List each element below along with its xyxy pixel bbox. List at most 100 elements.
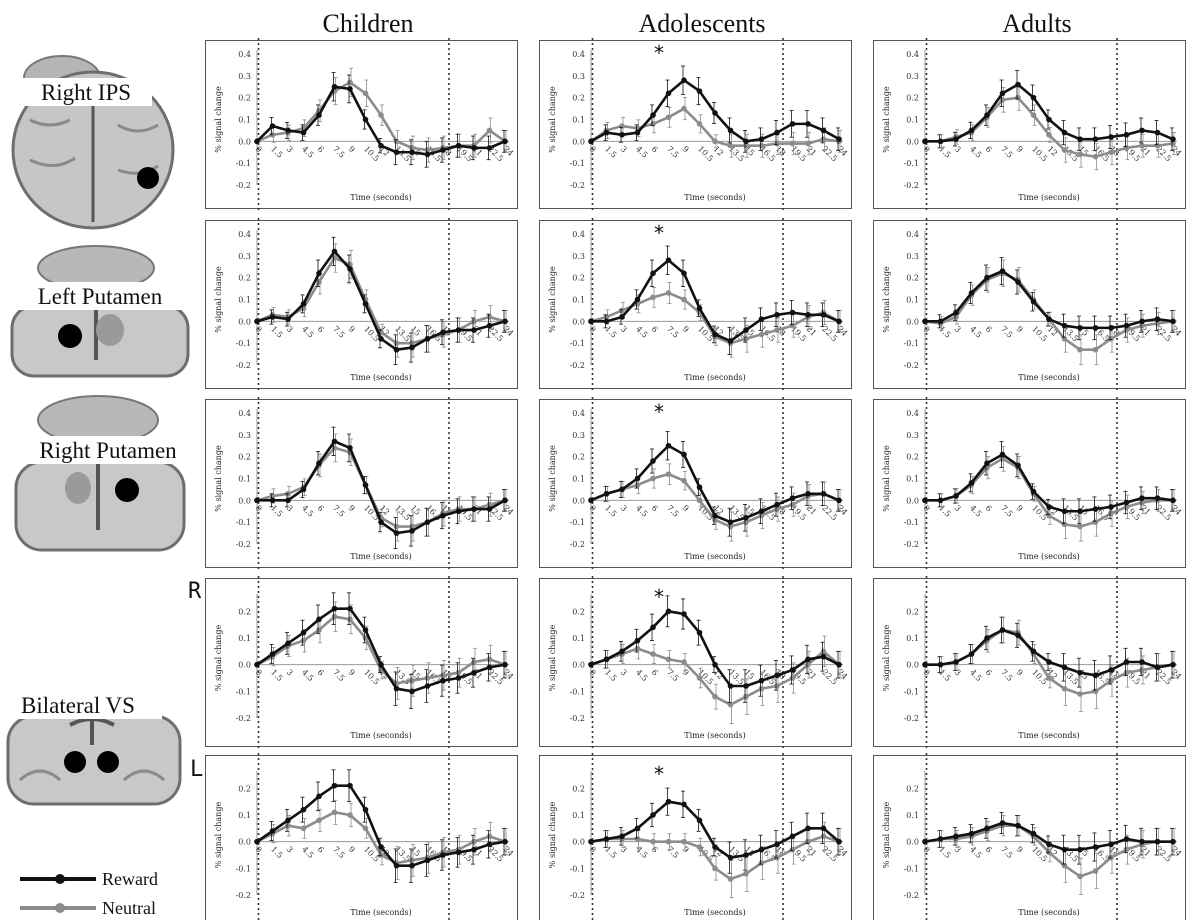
data-point-neutral xyxy=(665,838,672,845)
data-point-neutral xyxy=(1092,868,1099,874)
data-point-reward xyxy=(285,817,291,824)
brain-image-left-putamen: Left Putamen xyxy=(8,245,192,378)
data-point-reward xyxy=(1170,136,1176,142)
data-point-neutral xyxy=(727,523,734,530)
data-point-neutral xyxy=(712,693,718,700)
data-point-reward xyxy=(269,314,276,320)
data-point-neutral xyxy=(789,675,796,681)
significance-star: * xyxy=(654,762,664,786)
data-point-reward xyxy=(486,145,493,151)
data-point-reward xyxy=(588,661,594,668)
x-axis-label: Time (seconds) xyxy=(684,373,746,382)
data-point-reward xyxy=(471,669,477,676)
side-label-right: R xyxy=(188,579,202,604)
data-point-reward xyxy=(743,852,749,858)
data-point-reward xyxy=(968,290,975,296)
data-point-reward xyxy=(712,661,718,668)
x-tick-label: 0 xyxy=(588,144,598,154)
data-point-reward xyxy=(1092,672,1099,679)
y-tick-label: 0.3 xyxy=(238,431,251,440)
data-point-reward xyxy=(727,519,734,525)
data-point-neutral xyxy=(331,809,338,816)
y-tick-label: 0.4 xyxy=(572,409,585,418)
data-point-reward xyxy=(1108,841,1114,848)
data-point-reward xyxy=(743,327,749,333)
y-tick-label: 0.4 xyxy=(572,50,585,59)
x-tick-label: 3 xyxy=(953,668,963,678)
data-point-neutral xyxy=(1046,675,1052,681)
data-point-reward xyxy=(254,138,260,145)
data-point-reward xyxy=(1077,669,1083,676)
data-point-reward xyxy=(984,460,990,467)
data-point-neutral xyxy=(316,279,322,285)
data-point-reward xyxy=(471,145,477,151)
legend-marker-reward xyxy=(55,874,65,884)
y-tick-label: -0.1 xyxy=(570,687,585,696)
data-point-reward xyxy=(409,528,415,534)
data-point-neutral xyxy=(1092,346,1099,353)
y-tick-label: -0.2 xyxy=(570,891,585,900)
data-point-neutral xyxy=(393,138,400,145)
chart-grid: 0.40.30.20.10.0-0.1-0.2% signal change 0 1… xyxy=(205,38,1186,920)
data-point-reward xyxy=(1154,838,1161,845)
panel-frame xyxy=(205,220,518,389)
x-tick-label: 0 xyxy=(922,845,932,855)
side-label-left: L xyxy=(190,757,203,782)
y-tick-label: 0.0 xyxy=(572,496,585,505)
y-axis-label: % signal change xyxy=(882,445,891,512)
data-point-reward xyxy=(300,301,307,307)
y-tick-label: -0.2 xyxy=(904,540,919,549)
y-axis-label: % signal change xyxy=(882,86,891,153)
x-tick-label: 9 xyxy=(347,845,357,855)
data-point-neutral xyxy=(774,140,780,147)
y-tick-label: -0.2 xyxy=(236,891,251,900)
data-point-reward xyxy=(937,661,944,668)
data-point-reward xyxy=(471,327,477,333)
data-point-neutral xyxy=(665,471,672,477)
data-point-neutral xyxy=(665,290,672,296)
data-point-reward xyxy=(1046,116,1052,123)
x-tick-label: 6 xyxy=(984,845,994,855)
panel-frame xyxy=(873,755,1186,920)
data-point-neutral xyxy=(471,838,477,845)
y-tick-label: -0.1 xyxy=(904,864,919,873)
data-point-reward xyxy=(1015,822,1021,829)
data-point-neutral xyxy=(727,701,734,708)
data-point-reward xyxy=(1015,462,1021,469)
y-axis-label: % signal change xyxy=(214,266,223,333)
data-point-reward xyxy=(316,270,322,277)
data-point-neutral xyxy=(1139,142,1145,149)
y-tick-label: -0.1 xyxy=(570,864,585,873)
y-tick-label: 0.0 xyxy=(906,496,919,505)
data-point-reward xyxy=(455,508,462,515)
data-point-neutral xyxy=(1123,327,1130,333)
x-tick-label: 0 xyxy=(254,144,264,154)
y-tick-label: -0.1 xyxy=(570,159,585,168)
x-axis-label: Time (seconds) xyxy=(1018,193,1080,202)
x-axis-label: Time (seconds) xyxy=(684,193,746,202)
legend-label-reward: Reward xyxy=(102,869,158,889)
y-tick-label: 0.0 xyxy=(238,496,251,505)
y-tick-label: 0.4 xyxy=(906,230,919,239)
data-point-reward xyxy=(696,88,703,94)
panel-frame xyxy=(205,40,518,209)
data-point-reward xyxy=(285,640,291,647)
data-point-neutral xyxy=(1077,873,1083,880)
data-point-reward xyxy=(758,316,765,322)
data-point-neutral xyxy=(820,648,827,655)
data-point-reward xyxy=(1108,667,1114,673)
data-point-reward xyxy=(362,116,369,123)
y-tick-label: -0.2 xyxy=(570,361,585,370)
data-point-reward xyxy=(968,480,975,486)
x-tick-label: 0 xyxy=(588,503,598,513)
data-point-reward xyxy=(999,820,1006,826)
data-point-reward xyxy=(285,316,291,322)
y-tick-label: 0.0 xyxy=(238,838,251,847)
data-point-neutral xyxy=(1077,151,1083,158)
data-point-reward xyxy=(922,661,928,668)
data-point-reward xyxy=(362,806,369,813)
data-point-reward xyxy=(774,311,780,318)
significance-star: * xyxy=(654,41,664,65)
data-point-neutral xyxy=(681,105,687,112)
data-point-reward xyxy=(1077,325,1083,331)
